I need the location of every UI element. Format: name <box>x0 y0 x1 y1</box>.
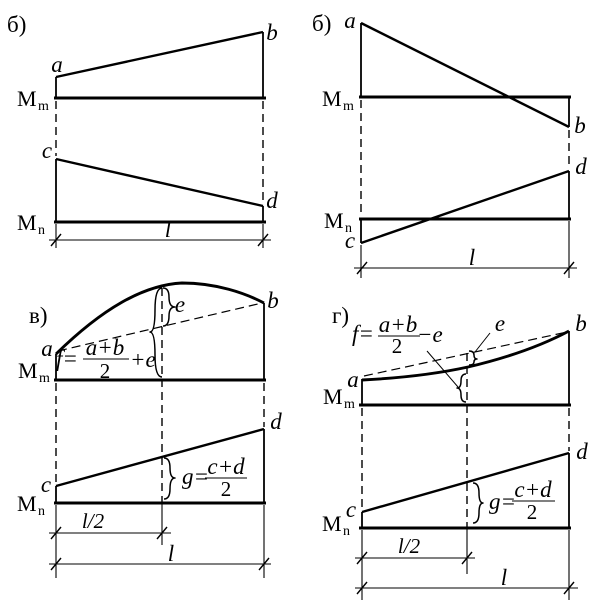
moment-n-label: M <box>322 511 342 536</box>
moment-m-label: M <box>18 358 38 383</box>
dim-label-half: l/2 <box>82 509 105 533</box>
moment-n-subscript: n <box>343 524 350 539</box>
moment-m-label: M <box>323 384 343 409</box>
mm-slope-line <box>55 30 264 79</box>
dim-tick <box>50 526 62 540</box>
panel-tag: в) <box>29 303 48 328</box>
panel-tag: б) <box>312 11 331 36</box>
moment-n-label: M <box>17 491 37 516</box>
formula-f-numerator: a+b <box>86 335 125 360</box>
panel-bottom-left: в) e f= a+b 2 +e g= c+d 2 <box>17 281 282 578</box>
moment-n-subscript: n <box>38 223 45 238</box>
panel-top-right: б) a b M m c d M n l <box>312 8 587 278</box>
formula-f-tail: +e <box>130 347 156 372</box>
dim-tick <box>563 581 575 595</box>
panel-top-left: б) a b M m c d M n l <box>7 12 278 248</box>
mm-sagging-curve <box>361 329 570 382</box>
dim-tick <box>563 261 575 275</box>
panel-tag: б) <box>7 12 26 37</box>
dim-tick <box>356 551 368 565</box>
label-c: c <box>345 228 355 253</box>
dim-label-l: l <box>469 245 475 270</box>
label-e: e <box>175 292 185 317</box>
mn-slope-line <box>361 451 570 514</box>
mm-parabola-curve <box>54 281 265 356</box>
label-a: a <box>41 336 53 361</box>
label-d: d <box>575 154 587 179</box>
formula-g-numerator: c+d <box>207 454 245 479</box>
mn-slope-line <box>55 157 264 208</box>
label-c: c <box>346 497 356 522</box>
dim-label-l: l <box>501 565 507 590</box>
panel-bottom-right: г) f= a+b 2 −e e g= c+d 2 <box>322 303 588 600</box>
moment-m-subscript: m <box>39 371 50 386</box>
dim-tick <box>50 557 62 571</box>
formula-f-lhs: f= <box>56 346 78 371</box>
formula-g-numerator: c+d <box>514 477 552 502</box>
label-d: d <box>576 439 588 464</box>
label-a: a <box>347 367 359 392</box>
formula-f-denominator: 2 <box>100 359 111 383</box>
dim-label-half: l/2 <box>398 534 421 558</box>
dim-tick <box>156 526 168 540</box>
label-b: b <box>267 288 279 313</box>
moment-m-label: M <box>322 86 342 111</box>
moment-n-label: M <box>17 210 37 235</box>
label-c: c <box>41 472 51 497</box>
label-a: a <box>344 8 356 33</box>
dim-tick <box>461 551 473 565</box>
moment-m-subscript: m <box>343 99 354 114</box>
brace-f <box>149 287 163 378</box>
label-d: d <box>266 188 278 213</box>
label-b: b <box>575 311 587 336</box>
brace-f <box>456 373 467 403</box>
dim-tick <box>50 233 62 247</box>
dim-label-l: l <box>165 217 171 242</box>
moment-m-subscript: m <box>38 99 49 114</box>
moment-m-subscript: m <box>344 397 355 412</box>
dim-label-l: l <box>168 541 174 566</box>
moment-n-subscript: n <box>345 221 352 236</box>
leader-line-e <box>474 332 491 353</box>
formula-f-lhs: f= <box>352 321 374 346</box>
dashed-chord-line <box>363 331 568 377</box>
label-d: d <box>270 409 282 434</box>
mm-slope-line <box>360 21 570 129</box>
formula-f-tail: −e <box>417 322 443 347</box>
dim-tick <box>257 233 269 247</box>
formula-g-lhs: g= <box>489 489 516 514</box>
dim-tick <box>356 581 368 595</box>
formula-f-denominator: 2 <box>392 334 403 358</box>
brace-g <box>163 457 176 500</box>
label-b: b <box>266 20 278 45</box>
mn-slope-line <box>360 169 570 245</box>
moment-n-label: M <box>324 208 344 233</box>
formula-g-denominator: 2 <box>527 500 538 524</box>
moment-m-label: M <box>17 86 37 111</box>
label-c: c <box>42 138 52 163</box>
formula-f-numerator: a+b <box>379 312 418 337</box>
brace-e <box>468 350 478 366</box>
brace-g <box>472 482 484 524</box>
label-e: e <box>495 311 505 336</box>
mn-slope-line <box>55 427 265 488</box>
leader-line-f <box>426 350 459 388</box>
brace-e <box>162 287 176 327</box>
label-b: b <box>574 113 586 138</box>
panel-tag: г) <box>332 303 349 328</box>
moment-n-subscript: n <box>38 504 45 519</box>
dim-tick <box>258 557 270 571</box>
formula-g-lhs: g= <box>182 464 209 489</box>
label-a: a <box>51 52 63 77</box>
formula-g-denominator: 2 <box>221 477 232 501</box>
dim-tick <box>356 261 368 275</box>
dashed-chord-line <box>57 302 263 352</box>
